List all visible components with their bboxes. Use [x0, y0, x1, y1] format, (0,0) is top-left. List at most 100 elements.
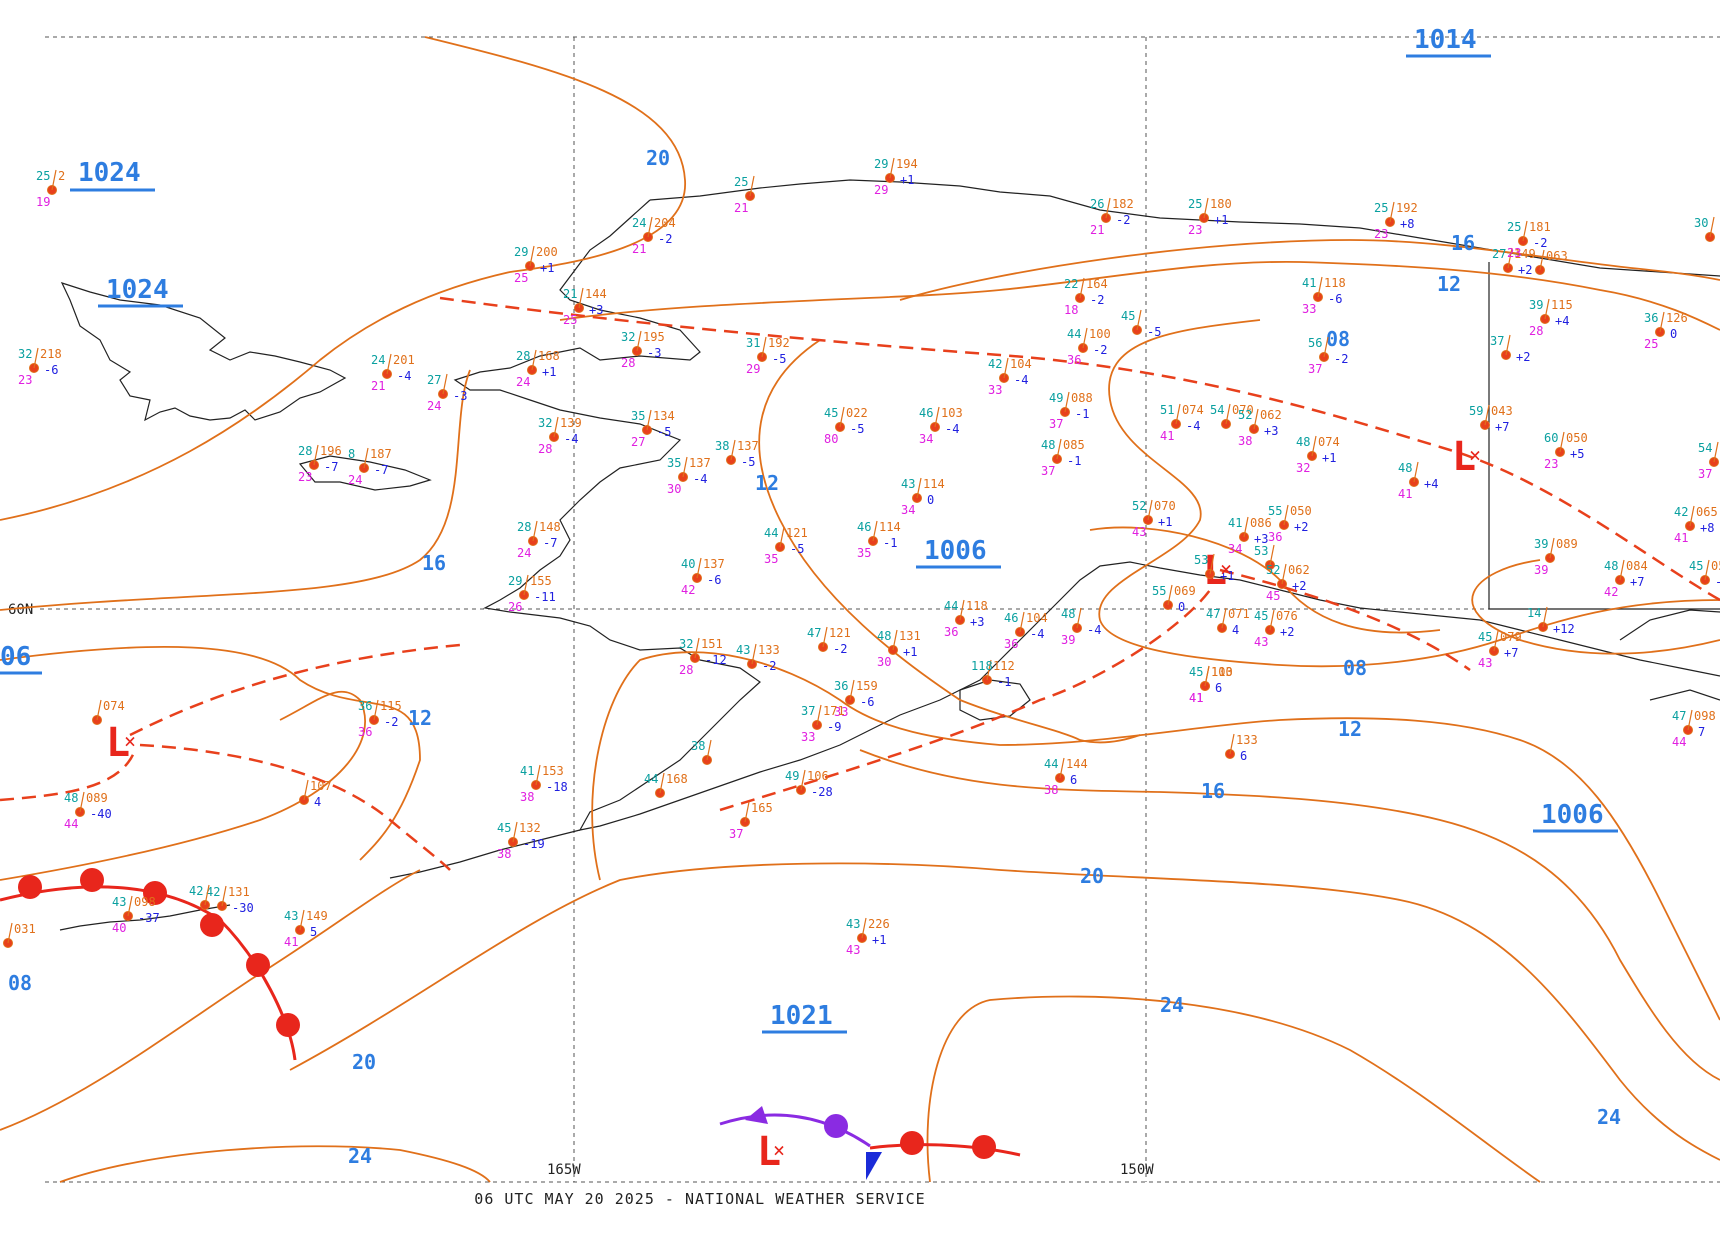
isobar-label: 08 — [1326, 327, 1350, 351]
station-temperature: 41 — [1302, 276, 1316, 290]
station-dewpoint: 36 — [944, 625, 958, 639]
isobar-24-south — [0, 869, 421, 1131]
station-pressure: 070 — [1232, 403, 1254, 417]
wind-barb — [849, 679, 855, 701]
russia-chukotka-coast — [60, 282, 347, 422]
station-pressure: 098 — [1694, 709, 1716, 723]
lat-60n-label: 60N — [8, 602, 33, 618]
station-plot: 46 114 35 -1 — [857, 520, 901, 560]
station-dewpoint: 45 — [1266, 589, 1280, 603]
station-pressure: 153 — [542, 764, 564, 778]
low-center-marker: L — [106, 720, 130, 766]
station-tendency: -6 — [44, 363, 58, 377]
station-pressure: 121 — [829, 626, 851, 640]
station-tendency: +3 — [970, 615, 984, 629]
wind-barb — [221, 885, 227, 907]
station-dewpoint: 33 — [801, 730, 815, 744]
high-pressure-value: 1024 — [78, 158, 141, 188]
warm-front-bump — [18, 875, 42, 899]
station-temperature: 55 — [1268, 504, 1282, 518]
station-plot: 40 137 42 -6 — [681, 557, 725, 597]
station-tendency: -2 — [1090, 293, 1104, 307]
wind-barb — [800, 769, 806, 791]
station-plot: 5406437 — [1698, 441, 1719, 481]
station-plot: 51 074 41 -4 — [1160, 403, 1204, 443]
wind-barb — [1019, 611, 1025, 633]
station-plot: 53 +1 — [1194, 553, 1234, 583]
station-temperature: 42 — [206, 885, 220, 899]
station-plot: 165 37 — [729, 801, 773, 841]
station-tendency: +2 — [1294, 520, 1308, 534]
station-pressure: 126 — [1666, 311, 1688, 325]
station-pressure: 113 — [1211, 665, 1233, 679]
station-tendency: -6 — [860, 695, 874, 709]
station-tendency: -3 — [453, 389, 467, 403]
isobar-label: 08 — [1343, 656, 1367, 680]
wind-barb — [1484, 404, 1490, 426]
station-temperature: 37 — [1490, 334, 1504, 348]
station-temperature: 42 — [1674, 505, 1688, 519]
station-temperature: 43 — [901, 477, 915, 491]
station-plot: 27 24 -3 — [427, 373, 467, 413]
station-plot: 25 2 19 — [36, 169, 65, 209]
isobar-label: 12 — [755, 471, 779, 495]
station-pressure: 022 — [846, 406, 868, 420]
station-plot: 32 218 23 -6 — [18, 347, 62, 387]
station-temperature: 54 — [1210, 403, 1224, 417]
se-alaska-coast — [1619, 609, 1720, 701]
station-plot: 28 196 23 -7 — [298, 444, 342, 484]
station-temperature: 25 — [36, 169, 50, 183]
station-pressure: 074 — [103, 699, 125, 713]
station-pressure: 074 — [1182, 403, 1204, 417]
station-dewpoint: 37 — [1308, 362, 1322, 376]
station-dewpoint: 43 — [1254, 635, 1268, 649]
station-temperature: 29 — [508, 574, 522, 588]
station-dewpoint: 36 — [358, 725, 372, 739]
station-tendency: +2 — [1280, 625, 1294, 639]
station-dewpoint: 26 — [508, 600, 522, 614]
station-tendency: -4 — [693, 472, 707, 486]
station-temperature: 118 — [971, 659, 993, 673]
station-plot: 59 043 +7 — [1469, 404, 1513, 434]
wind-barb — [682, 456, 688, 478]
station-dewpoint: 41 — [1398, 487, 1412, 501]
station-pressure: 114 — [923, 477, 945, 491]
station-temperature: 38 — [715, 439, 729, 453]
wind-barb — [1389, 201, 1395, 223]
station-temperature: 32 — [538, 416, 552, 430]
station-temperature: 53 — [1194, 553, 1208, 567]
station-temperature: 43 — [736, 643, 750, 657]
station-tendency: -7 — [374, 463, 388, 477]
wind-barb — [1076, 607, 1082, 629]
station-pressure: 195 — [643, 330, 665, 344]
station-plot: 42 131 -30 — [206, 885, 254, 915]
wind-barb — [313, 444, 319, 466]
warm-front-bump — [200, 913, 224, 937]
warm-front-bump — [143, 881, 167, 905]
station-pressure: 155 — [530, 574, 552, 588]
station-dewpoint: 24 — [348, 473, 362, 487]
station-tendency: -2 — [762, 659, 776, 673]
station-temperature: 49 — [1049, 391, 1063, 405]
isobar-12-east — [1471, 559, 1720, 655]
st-lawrence-island — [298, 455, 432, 491]
station-temperature: 40 — [681, 557, 695, 571]
wind-barb — [1659, 311, 1665, 333]
isobar-label: 12 — [408, 706, 432, 730]
wind-barb — [523, 574, 529, 596]
wind-barb — [1147, 499, 1153, 521]
station-dewpoint: 42 — [681, 583, 695, 597]
station-tendency: -18 — [546, 780, 568, 794]
station-tendency: -3 — [1715, 575, 1720, 589]
isobar-label: 20 — [352, 1050, 376, 1074]
station-dewpoint: 25 — [563, 313, 577, 327]
station-dewpoint: 38 — [1238, 434, 1252, 448]
station-pressure: 104 — [1026, 611, 1048, 625]
station-plot: 46 103 34 -4 — [919, 406, 963, 446]
station-temperature: 46 — [1004, 611, 1018, 625]
station-dewpoint: 25 — [514, 271, 528, 285]
station-temperature: 51 — [1160, 403, 1174, 417]
station-plot: 24 201 21 -4 — [371, 353, 415, 393]
isobar-24-east — [926, 995, 1541, 1183]
station-temperature: 31 — [746, 336, 760, 350]
